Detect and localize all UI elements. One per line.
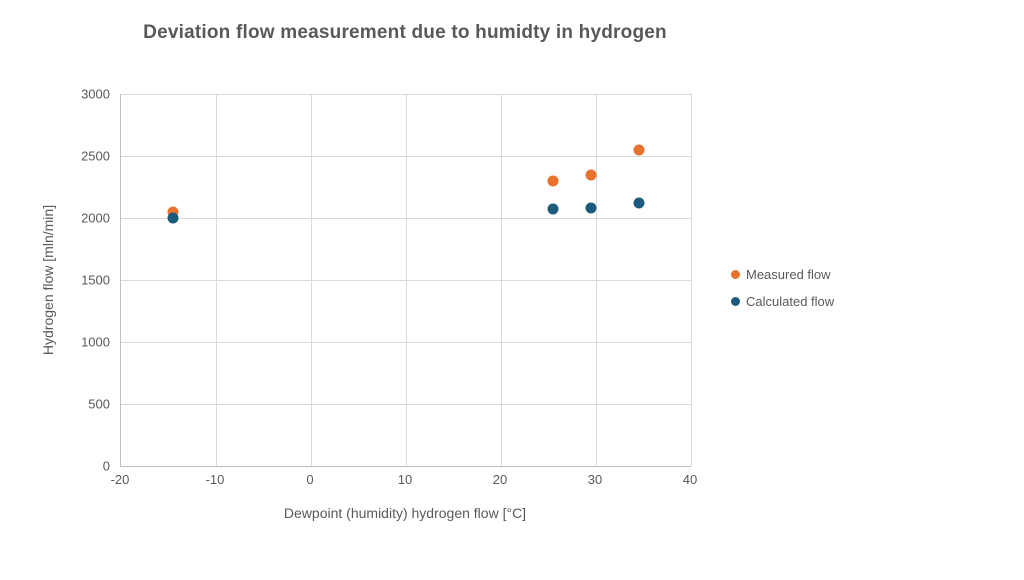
data-point-calculated-flow xyxy=(633,197,645,209)
y-tick-label: 1500 xyxy=(81,272,110,288)
x-tick-label: -20 xyxy=(110,472,130,487)
data-point-calculated-flow xyxy=(167,212,179,224)
x-axis-title: Dewpoint (humidity) hydrogen flow [°C] xyxy=(283,505,527,521)
gridline xyxy=(121,218,691,219)
legend-item-calculated-flow: Calculated flow xyxy=(731,293,834,310)
x-tick-label: 20 xyxy=(492,472,508,487)
data-point-calculated-flow xyxy=(547,203,559,215)
y-tick-label: 500 xyxy=(88,396,110,412)
data-point-measured-flow xyxy=(547,175,559,187)
gridline xyxy=(121,94,691,95)
gridline xyxy=(691,94,692,466)
gridline xyxy=(121,342,691,343)
plot-area xyxy=(120,94,692,467)
measured-flow-marker-icon xyxy=(731,270,740,279)
y-tick-label: 1000 xyxy=(81,334,110,350)
gridline xyxy=(121,404,691,405)
data-point-measured-flow xyxy=(633,144,645,156)
x-tick-label: 30 xyxy=(587,472,603,487)
y-tick-label: 2000 xyxy=(81,210,110,226)
data-point-measured-flow xyxy=(167,206,179,218)
calculated-flow-marker-icon xyxy=(731,297,740,306)
gridline xyxy=(121,156,691,157)
y-tick-label: 0 xyxy=(102,458,110,474)
gridline xyxy=(121,280,691,281)
legend-item-measured-flow: Measured flow xyxy=(731,266,834,283)
x-tick-label: 0 xyxy=(306,472,314,487)
legend-label-calculated-flow: Calculated flow xyxy=(746,294,835,309)
chart-title: Deviation flow measurement due to humidt… xyxy=(143,22,667,43)
legend: Measured flow Calculated flow xyxy=(731,266,834,310)
x-tick-label: 10 xyxy=(397,472,413,487)
y-tick-label: 2500 xyxy=(81,148,110,164)
x-tick-label: 40 xyxy=(682,472,698,487)
legend-label-measured-flow: Measured flow xyxy=(746,267,831,282)
x-tick-label: -10 xyxy=(205,472,225,487)
data-point-measured-flow xyxy=(585,169,597,181)
data-point-calculated-flow xyxy=(585,202,597,214)
y-tick-label: 3000 xyxy=(81,86,110,102)
